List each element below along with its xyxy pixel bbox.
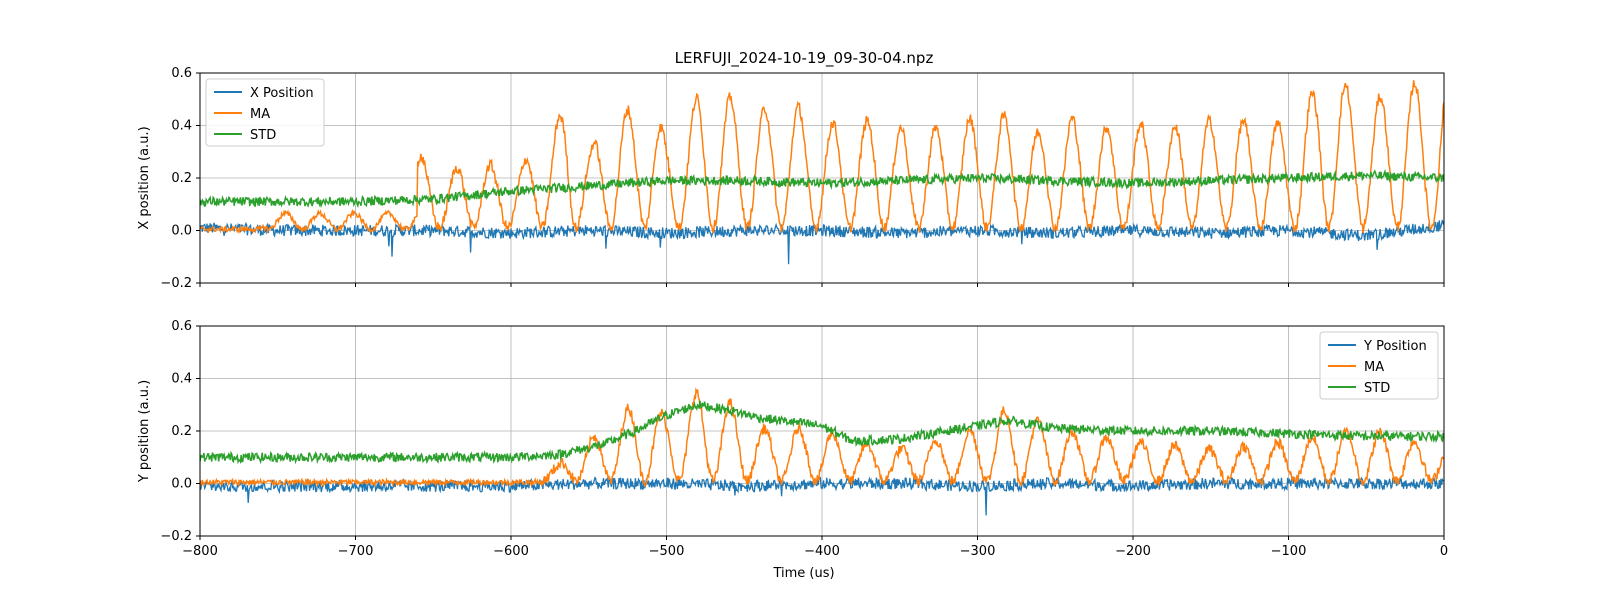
legend-label: STD xyxy=(1364,381,1390,396)
legend-label: Y Position xyxy=(1363,339,1427,354)
x-tick-label: −800 xyxy=(182,544,218,559)
y-tick-label: 0.4 xyxy=(171,119,192,134)
series-line-std xyxy=(200,168,1444,209)
plots: −0.2 0.0 0.2 0.4 0.6 X position (a.u.) X Posit… xyxy=(137,66,1448,559)
x-axis-label: Time (us) xyxy=(772,566,834,581)
y-tick-label: 0.4 xyxy=(171,372,192,387)
series-traces xyxy=(200,387,1444,516)
x-tick-label: −400 xyxy=(804,544,840,559)
legend-label: X Position xyxy=(250,86,314,101)
y-tick-label: −0.2 xyxy=(160,529,192,544)
legend-box xyxy=(205,78,325,147)
y-tick-label: 0.2 xyxy=(171,171,192,186)
x-tick-label: 0 xyxy=(1440,544,1448,559)
legend-label: STD xyxy=(250,128,276,143)
x-tick-label: −100 xyxy=(1271,544,1307,559)
x-tick-label: −600 xyxy=(493,544,529,559)
legend-label: MA xyxy=(250,107,270,122)
y-axis-label: X position (a.u.) xyxy=(137,126,152,229)
y-tick-label: −0.2 xyxy=(160,276,192,291)
y-tick-label: 0.0 xyxy=(171,224,192,239)
x-tick-label: −500 xyxy=(649,544,685,559)
series-line-ma xyxy=(200,387,1444,488)
chart-title: LERFUJI_2024-10-19_09-30-04.npz xyxy=(675,49,934,68)
legend-label: MA xyxy=(1364,360,1384,375)
y-axis-label: Y position (a.u.) xyxy=(137,380,152,483)
series-line-std xyxy=(200,400,1444,465)
x-tick-label: −300 xyxy=(960,544,996,559)
x-tick-label: −700 xyxy=(338,544,374,559)
legend: X Position MA STD xyxy=(205,78,325,147)
y-tick-label: 0.6 xyxy=(171,319,192,334)
legend: Y Position MA STD xyxy=(1319,331,1439,400)
y-tick-label: 0.2 xyxy=(171,424,192,439)
y-tick-label: 0.0 xyxy=(171,477,192,492)
x-tick-label: −200 xyxy=(1115,544,1151,559)
series-traces xyxy=(200,80,1444,265)
subplot-2: −0.2 0.0 0.2 0.4 0.6 −800 −700 −600 −500 −400 −300… xyxy=(137,319,1448,559)
y-tick-label: 0.6 xyxy=(171,66,192,81)
series-line-ma xyxy=(200,80,1444,235)
legend-box xyxy=(1319,331,1439,400)
subplot-1: −0.2 0.0 0.2 0.4 0.6 X position (a.u.) X Posit… xyxy=(137,66,1445,291)
series-line-position xyxy=(200,476,1444,516)
